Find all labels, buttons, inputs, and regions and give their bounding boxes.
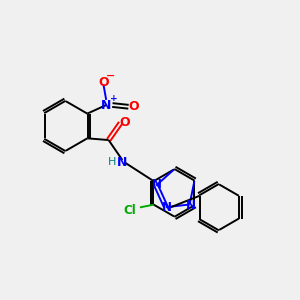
Text: N: N <box>152 178 162 191</box>
Text: Cl: Cl <box>123 204 136 217</box>
Text: N: N <box>186 199 196 212</box>
Text: O: O <box>128 100 139 113</box>
Text: N: N <box>162 201 172 214</box>
Text: +: + <box>110 94 118 103</box>
Text: H: H <box>108 157 116 167</box>
Text: −: − <box>106 71 116 81</box>
Text: N: N <box>101 98 111 112</box>
Text: O: O <box>119 116 130 129</box>
Text: O: O <box>98 76 109 89</box>
Text: N: N <box>117 155 128 169</box>
